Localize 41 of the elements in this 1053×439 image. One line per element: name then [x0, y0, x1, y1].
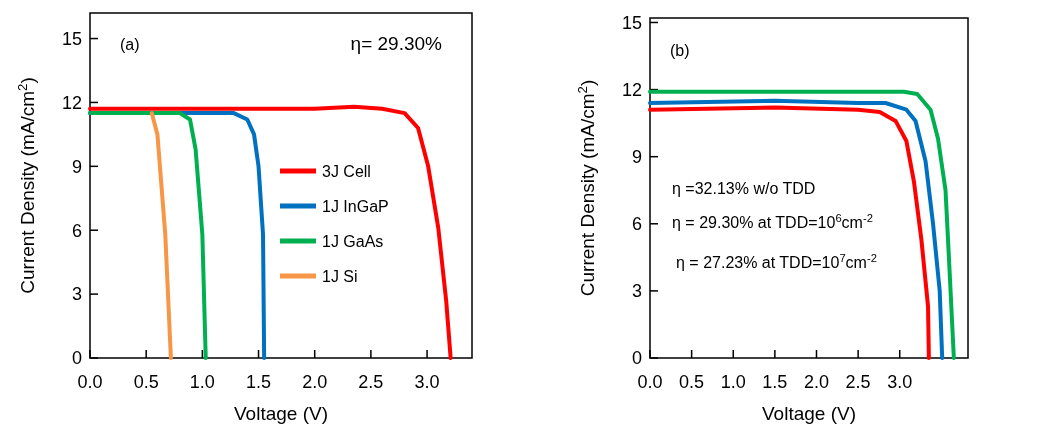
y-tick-label: 6	[71, 220, 82, 241]
y-tick-label: 3	[71, 284, 82, 305]
legend-label: 1J InGaP	[322, 197, 389, 215]
x-tick-label: 2.5	[358, 372, 384, 392]
y-tick-label: 0	[71, 348, 82, 369]
annotation: η= 29.30%	[350, 33, 443, 54]
line-series	[88, 111, 208, 360]
legend-label: 1J GaAs	[322, 232, 384, 250]
y-tick-label: 15	[621, 12, 642, 33]
x-tick-label: 2.5	[845, 372, 871, 392]
x-tick-label: 2.0	[803, 372, 830, 392]
x-tick-label: 0.5	[679, 372, 705, 392]
y-tick-label: 15	[61, 28, 82, 49]
x-tick-label: 1.5	[246, 372, 272, 392]
y-tick-label: 0	[631, 348, 642, 369]
annotation: (b)	[670, 42, 690, 59]
annotation: η = 29.30% at TDD=10$^{6}$cm$^{-2}$	[672, 212, 873, 231]
y-tick-label: 9	[631, 146, 642, 167]
x-tick-label: 1.5	[762, 372, 788, 392]
x-tick-label: 1.0	[189, 372, 215, 392]
line-series	[88, 104, 453, 360]
y-tick-label: 9	[71, 156, 82, 177]
annotation: (a)	[120, 36, 140, 53]
x-tick-label: 2.0	[302, 372, 328, 392]
annotation: η =32.13% w/o TDD	[672, 180, 816, 197]
x-tick-label: 3.0	[887, 372, 913, 392]
x-tick-label: 3.0	[414, 372, 440, 392]
x-tick-label: 0.0	[637, 372, 663, 392]
y-tick-label: 3	[631, 281, 642, 302]
legend-label: 1J Si	[322, 267, 358, 285]
x-axis-title: Voltage (V)	[762, 403, 856, 424]
x-axis-title: Voltage (V)	[234, 403, 328, 424]
x-tick-label: 0.5	[133, 372, 159, 392]
legend-label: 3J Cell	[322, 162, 371, 180]
x-tick-label: 1.0	[720, 372, 746, 392]
y-tick-label: 6	[631, 214, 642, 235]
annotation: η = 27.23% at TDD=10$^{7}$cm$^{-2}$	[676, 252, 877, 271]
y-tick-label: 12	[621, 79, 642, 100]
x-tick-label: 0.0	[77, 372, 103, 392]
y-tick-label: 12	[61, 92, 82, 113]
line-series	[149, 111, 173, 360]
